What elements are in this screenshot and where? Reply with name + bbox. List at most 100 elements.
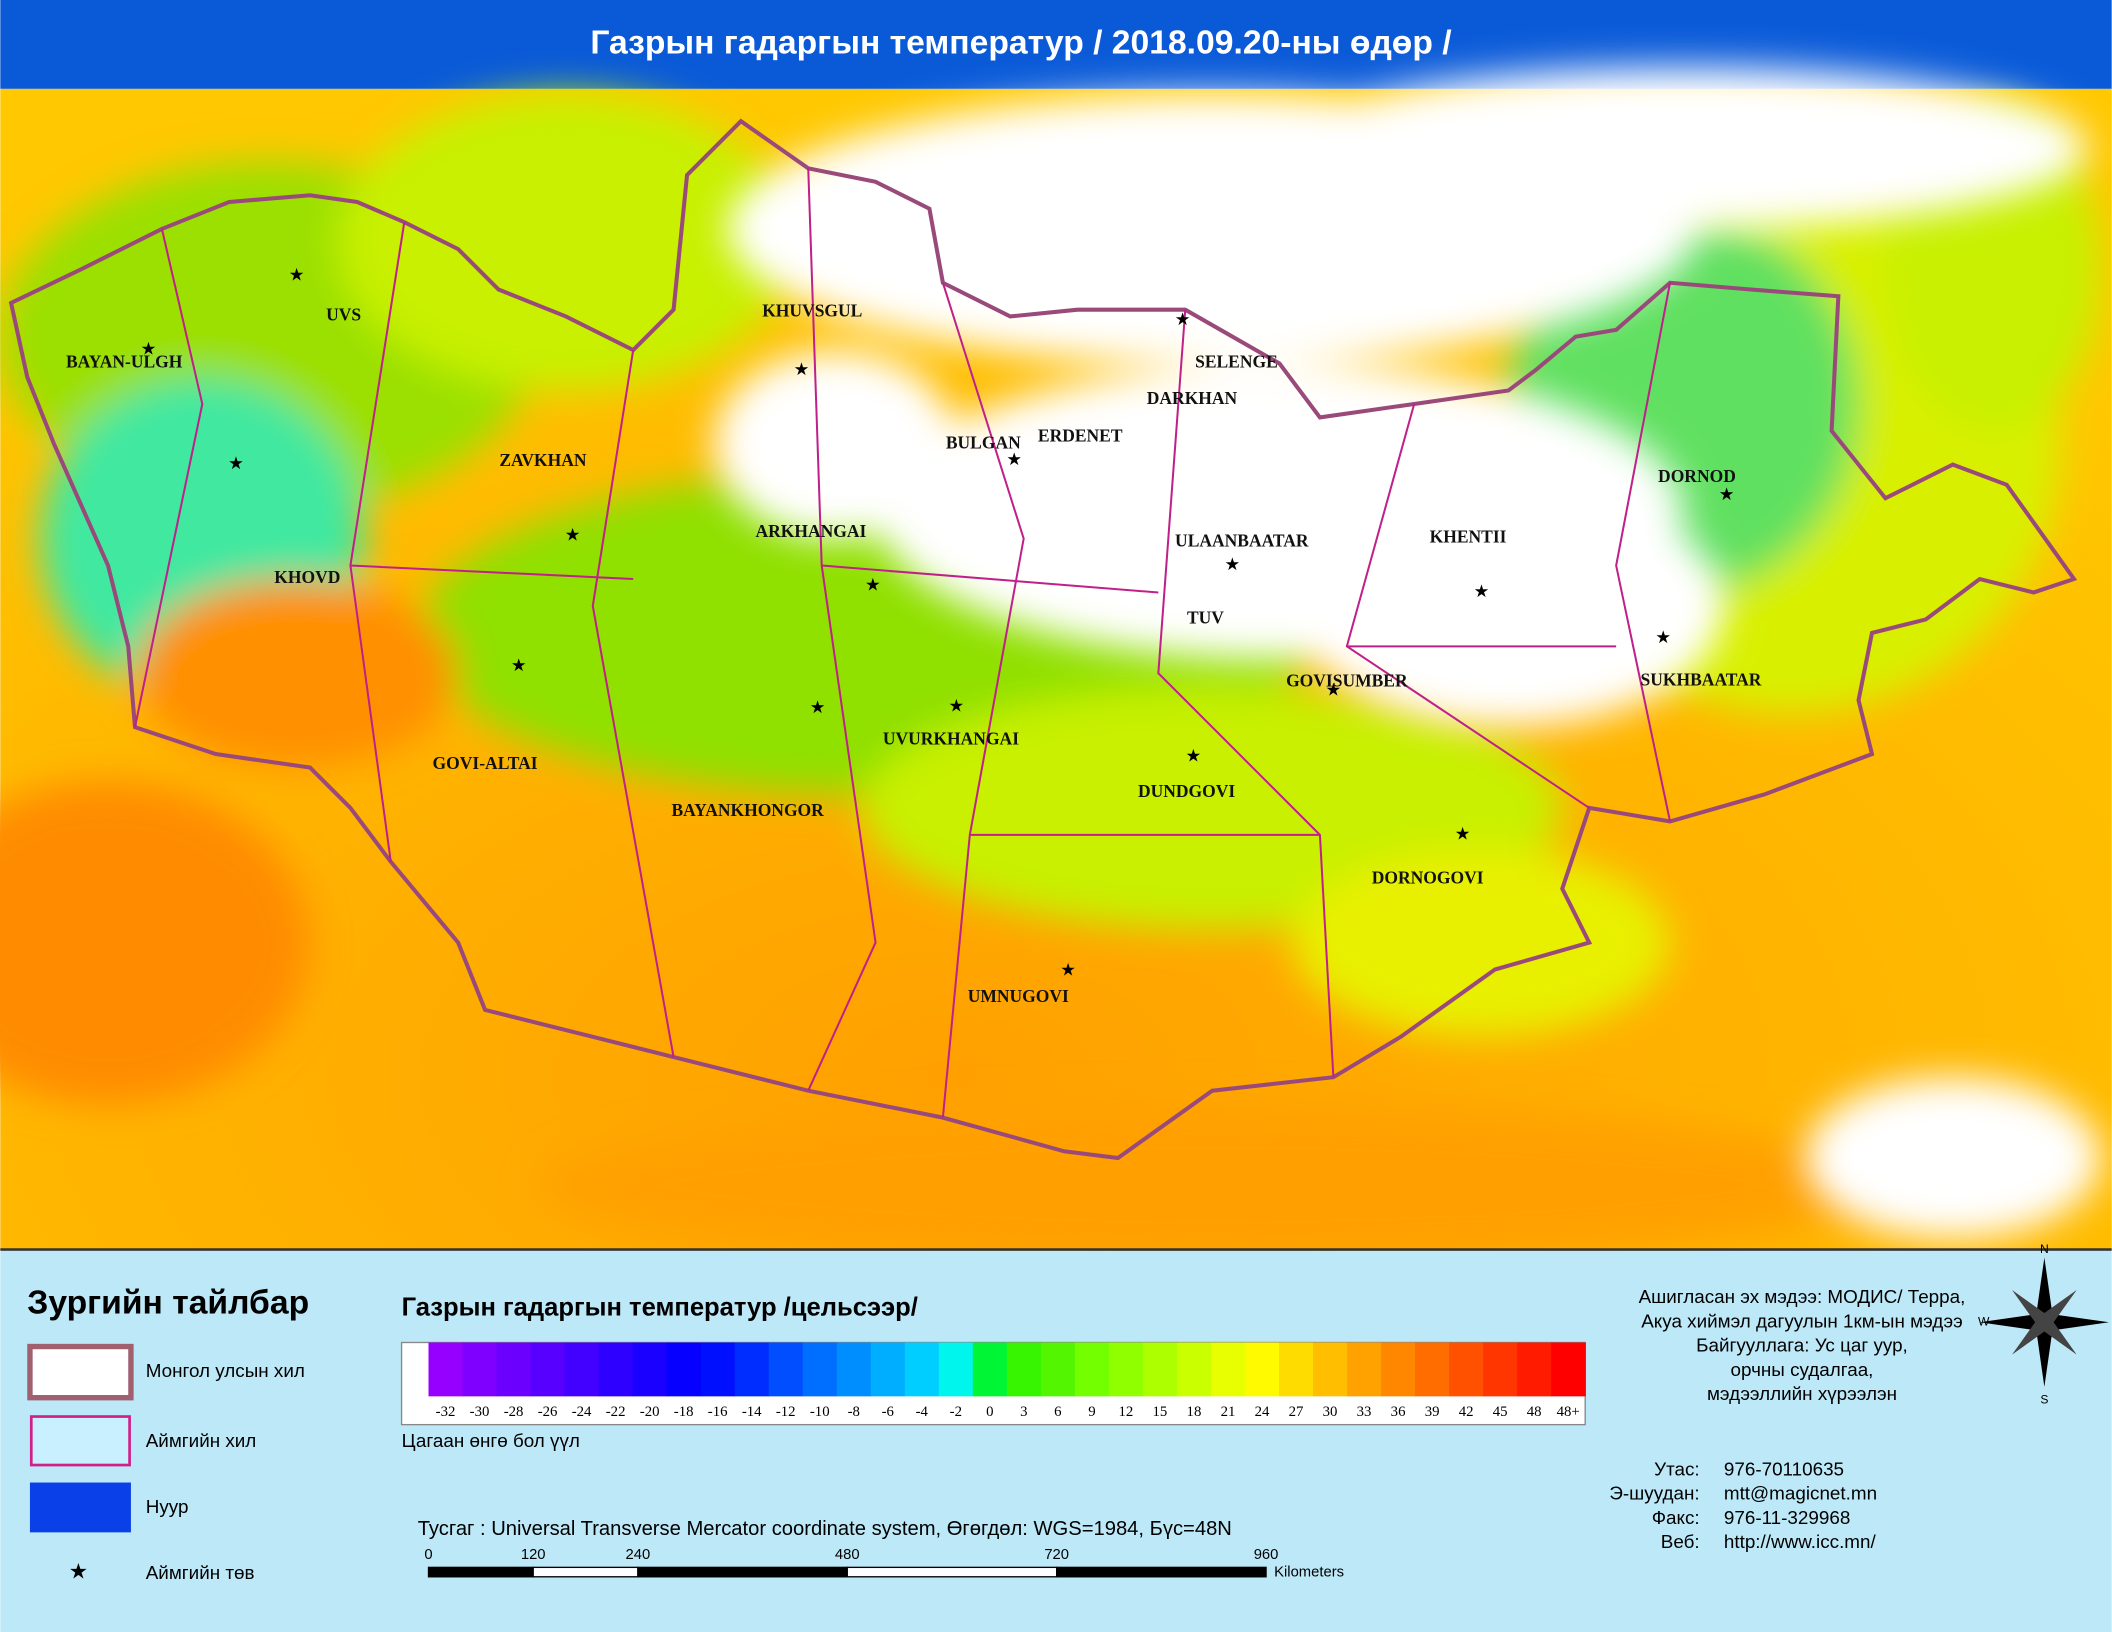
legend-title: Зургийн тайлбар (27, 1285, 309, 1322)
map: ★ ★ ★ ★ ★ ★ ★ ★ ★ ★ ★ ★ ★ ★ ★ ★ ★ ★ ★ BAYAN-ULGH UVS KHUVSGU… (0, 67, 2112, 1266)
province-label: ULAANBAATAR (1175, 531, 1309, 551)
projection: Тусгаг : Universal Transverse Mercator c… (418, 1518, 1232, 1540)
star: ★ (865, 574, 881, 594)
colorbar-label: -28 (504, 1404, 524, 1420)
source-line: Байгууллага: Ус цаг уур, (1696, 1335, 1908, 1356)
colorbar-label: -22 (606, 1404, 626, 1420)
contact-value: 976-11-329968 (1724, 1507, 1850, 1528)
source: Ашигласан эх мэдээ: МОДИС/ Терра, Акуа хи… (1639, 1286, 1966, 1404)
province-label: SELENGE (1195, 352, 1278, 372)
compass-n: N (2040, 1242, 2049, 1256)
province-label: DUNDGOVI (1138, 781, 1235, 801)
colorbar-label: 0 (986, 1404, 993, 1420)
star: ★ (1175, 309, 1191, 329)
colorbar-label: -16 (708, 1404, 728, 1420)
contact-label: Э-шуудан: (1609, 1483, 1699, 1504)
star: ★ (228, 453, 244, 473)
star: ★ (1060, 959, 1076, 979)
colorbar-label: 6 (1054, 1404, 1061, 1420)
scale-bar-segment (637, 1566, 848, 1578)
scale-bar-segment (1056, 1566, 1267, 1578)
star: ★ (794, 359, 810, 379)
star: ★ (1006, 449, 1022, 469)
colorbar-label: 30 (1323, 1404, 1338, 1420)
legend-swatch (29, 1482, 131, 1533)
colorbar-cell (1449, 1342, 1484, 1397)
province-label: DARKHAN (1147, 388, 1238, 408)
scale-bar-unit: Kilometers (1274, 1565, 1344, 1581)
colorbar-label: 18 (1187, 1404, 1202, 1420)
colorbar-label: -18 (674, 1404, 694, 1420)
province-label: DORNOD (1658, 466, 1736, 486)
colorbar-label: 15 (1153, 1404, 1168, 1420)
contact-label: Веб: (1661, 1531, 1700, 1552)
star: ★ (1455, 823, 1471, 843)
country-border (8, 118, 2078, 1161)
star: ★ (1225, 554, 1241, 574)
colorbar-label: 48+ (1557, 1404, 1580, 1420)
colorbar-label: 12 (1119, 1404, 1134, 1420)
legend-label: Аймгийн төв (146, 1562, 255, 1583)
aimag-centers: ★ ★ ★ ★ ★ ★ ★ ★ ★ ★ ★ ★ ★ ★ ★ ★ ★ ★ ★ (141, 265, 1735, 980)
colorbar-cell (700, 1342, 736, 1397)
province-label: SUKHBAATAR (1641, 669, 1762, 689)
colorbar-cell (530, 1342, 566, 1397)
province-label: GOVISUMBER (1286, 671, 1408, 691)
colorbar-label: -12 (776, 1404, 796, 1420)
province-label: GOVI-ALTAI (433, 753, 538, 773)
colorbar-label: 39 (1425, 1404, 1440, 1420)
province-label: KHUVSGUL (762, 300, 862, 320)
colorbar-cell (1108, 1342, 1144, 1397)
scale-bar-label: 240 (626, 1547, 651, 1563)
colorbar-cell (768, 1342, 804, 1397)
compass-s: S (2040, 1393, 2048, 1407)
source-line: Акуа хиймэл дагуулын 1км-ын мэдээ (1641, 1310, 1963, 1331)
scale-bar-label: 720 (1044, 1547, 1069, 1563)
source-line: мэдээллийн хүрээлэн (1707, 1383, 1897, 1404)
colorbar-cell (1483, 1342, 1518, 1397)
colorbar-label: 45 (1493, 1404, 1508, 1420)
colorbar-cell (1142, 1342, 1178, 1397)
colorbar-cell (1279, 1342, 1314, 1397)
compass: N S E W (1978, 1242, 2109, 1407)
star: ★ (810, 697, 826, 717)
colorbar-cell (938, 1342, 974, 1397)
colorbar-label: 36 (1391, 1404, 1406, 1420)
province-labels: BAYAN-ULGH UVS KHUVSGUL ZAVKHAN KHOVD ARKHANG… (66, 300, 1762, 1005)
scale-title: Газрын гадаргын температур /цельсээр/ (402, 1294, 918, 1322)
colorbar-cell (1517, 1342, 1552, 1397)
contacts: Утас: 976-70110635 Э-шуудан: mtt@magicnet.m… (1609, 1458, 1877, 1552)
province-label: KHENTII (1430, 527, 1507, 547)
star: ★ (1185, 745, 1201, 765)
colorbar-label: -4 (916, 1404, 929, 1420)
colorbar-cell (1074, 1342, 1110, 1397)
province-label: TUV (1187, 607, 1224, 627)
legend-swatch (27, 1343, 134, 1401)
colorbar-cell (496, 1342, 532, 1397)
star: ★ (565, 525, 581, 545)
star: ★ (1326, 679, 1342, 699)
legend-label: Аймгийн хил (146, 1430, 257, 1451)
colorbar-cell (1176, 1342, 1212, 1397)
temperature-field (0, 94, 2101, 1266)
colorbar: -32 -30 -28 -26 -24 -22 -20 -18 -16 -14 -12 -10 -8 -6… (428, 1342, 1586, 1420)
colorbar-cell (1006, 1342, 1042, 1397)
colorbar-label: 27 (1289, 1404, 1304, 1420)
province-label: UMNUGOVI (968, 986, 1069, 1006)
province-label: UVURKHANGAI (883, 729, 1019, 749)
colorbar-label: 42 (1459, 1404, 1474, 1420)
province-label: UVS (326, 304, 361, 324)
colorbar-label: -10 (810, 1404, 830, 1420)
colorbar-cell (1210, 1342, 1246, 1397)
legend-label: Нуур (146, 1496, 189, 1517)
colorbar-label: -30 (470, 1404, 490, 1420)
colorbar-cell (632, 1342, 668, 1397)
colorbar-cell (1381, 1342, 1416, 1397)
colorbar-cell (1347, 1342, 1382, 1397)
star: ★ (141, 339, 157, 359)
colorbar-cell (904, 1342, 940, 1397)
star: ★ (289, 265, 305, 285)
colorbar-cell (1040, 1342, 1076, 1397)
scale-bar: 0 120 240 480 720 960 Kilometers (424, 1547, 1344, 1581)
